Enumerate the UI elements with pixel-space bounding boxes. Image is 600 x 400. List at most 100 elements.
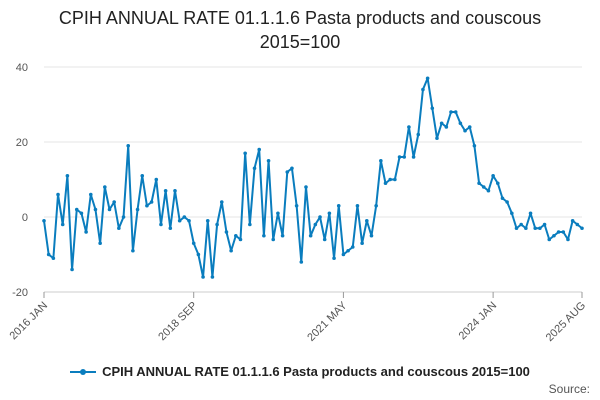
data-point xyxy=(308,233,313,238)
data-point xyxy=(70,267,74,272)
data-point xyxy=(145,203,149,208)
data-point xyxy=(42,218,46,223)
data-point xyxy=(121,215,126,219)
data-point xyxy=(93,207,98,212)
data-point xyxy=(299,260,304,264)
data-point xyxy=(425,76,430,81)
data-point xyxy=(411,155,416,159)
data-point xyxy=(500,196,505,201)
data-point xyxy=(570,218,575,223)
data-point xyxy=(407,125,411,129)
data-point xyxy=(374,203,378,208)
data-point xyxy=(510,211,514,216)
x-tick-label: 2024 JAN xyxy=(457,300,500,343)
data-point xyxy=(280,233,285,238)
data-point xyxy=(491,173,495,178)
data-point xyxy=(580,226,584,231)
data-point xyxy=(285,170,290,174)
x-tick-label: 2021 MAY xyxy=(305,299,350,344)
data-point xyxy=(65,173,70,178)
data-point xyxy=(453,110,458,114)
data-point xyxy=(191,241,196,246)
data-point xyxy=(322,237,327,242)
data-point xyxy=(229,248,233,253)
data-point xyxy=(262,233,266,238)
data-point xyxy=(243,151,247,156)
data-point xyxy=(547,237,552,242)
data-point xyxy=(379,158,383,163)
data-point xyxy=(393,177,397,182)
source-label: Source: xyxy=(548,382,590,396)
data-point xyxy=(168,226,173,231)
data-point xyxy=(332,256,336,261)
data-point xyxy=(430,106,435,111)
series-line xyxy=(43,77,583,278)
data-point xyxy=(98,241,102,246)
data-point xyxy=(341,252,346,257)
data-point xyxy=(140,173,145,178)
data-point xyxy=(383,181,388,186)
data-point xyxy=(131,248,135,253)
data-point xyxy=(397,155,402,159)
data-point xyxy=(519,222,523,227)
data-point xyxy=(561,230,566,234)
data-point xyxy=(294,203,299,208)
y-tick-label: 40 xyxy=(16,62,28,74)
data-point xyxy=(355,203,360,208)
legend-label: CPIH ANNUAL RATE 01.1.1.6 Pasta products… xyxy=(102,364,530,379)
data-point xyxy=(360,241,364,246)
data-point xyxy=(79,211,84,216)
data-point xyxy=(173,188,177,193)
y-tick-label: -20 xyxy=(12,287,28,299)
data-point xyxy=(74,207,79,212)
data-point xyxy=(201,275,205,279)
x-tick-label: 2016 JAN xyxy=(7,300,50,343)
data-point xyxy=(304,185,308,189)
data-point xyxy=(444,125,449,129)
data-point xyxy=(477,181,481,186)
data-point xyxy=(538,226,542,231)
data-point xyxy=(290,166,294,171)
data-point xyxy=(467,125,472,129)
data-point xyxy=(60,222,65,227)
data-point xyxy=(135,207,140,212)
y-tick-label: 0 xyxy=(22,212,28,224)
x-tick-label: 2018 SEP xyxy=(156,300,200,344)
chart-title: CPIH ANNUAL RATE 01.1.1.6 Pasta products… xyxy=(0,6,600,54)
data-point xyxy=(215,222,219,227)
data-point xyxy=(566,237,570,242)
data-point xyxy=(327,211,332,216)
y-tick-label: 20 xyxy=(16,137,28,149)
data-point xyxy=(318,215,322,219)
data-point xyxy=(552,233,556,238)
chart-title-line1: CPIH ANNUAL RATE 01.1.1.6 Pasta products… xyxy=(58,8,542,28)
data-point xyxy=(495,181,500,186)
data-point xyxy=(224,230,229,234)
data-point xyxy=(210,275,215,279)
legend-series-marker-icon xyxy=(70,367,97,377)
data-point xyxy=(84,230,88,234)
data-point xyxy=(248,222,252,227)
data-point xyxy=(435,136,439,141)
data-point xyxy=(505,200,509,204)
data-point xyxy=(421,87,425,92)
data-point xyxy=(416,132,421,137)
data-point xyxy=(177,218,182,223)
data-point xyxy=(103,185,107,189)
legend[interactable]: CPIH ANNUAL RATE 01.1.1.6 Pasta products… xyxy=(0,364,600,379)
data-point xyxy=(159,222,163,227)
data-point xyxy=(187,218,191,223)
data-point xyxy=(257,147,262,152)
data-point xyxy=(196,252,201,257)
data-point xyxy=(107,207,112,212)
data-point xyxy=(46,252,51,257)
data-point xyxy=(154,177,159,182)
data-point xyxy=(514,226,519,231)
data-point xyxy=(266,158,271,163)
data-point xyxy=(463,128,467,133)
data-point xyxy=(533,226,538,231)
data-point xyxy=(51,256,56,261)
data-point xyxy=(556,230,561,234)
data-point xyxy=(481,185,486,189)
